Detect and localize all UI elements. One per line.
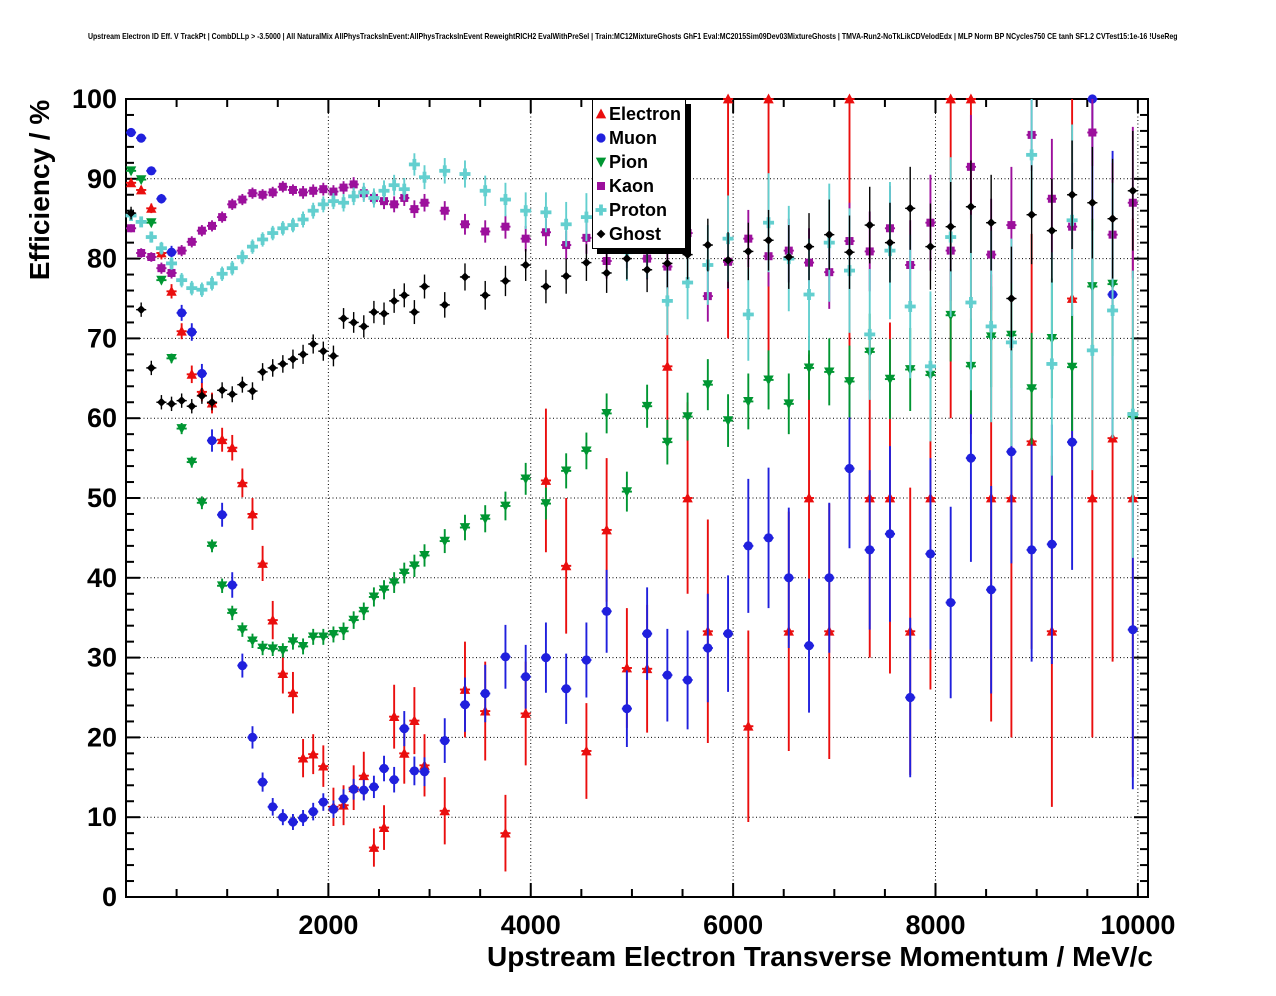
y-tick-label: 20 — [87, 722, 117, 752]
legend-label: Kaon — [609, 176, 654, 196]
y-tick-label: 50 — [87, 483, 117, 513]
legend: Electron Muon Pion Kaon Proton Ghost — [592, 99, 686, 249]
y-axis-title: Efficiency / % — [24, 99, 55, 281]
y-tick-label: 40 — [87, 563, 117, 593]
x-tick-label: 2000 — [298, 910, 358, 940]
x-tick-label: 8000 — [905, 910, 965, 940]
y-tick-label: 90 — [87, 164, 117, 194]
y-tick-label: 30 — [87, 643, 117, 673]
tick-labels: 0 10 20 30 40 50 60 70 80 90 100 2000 4000 6000 8000 10… — [72, 84, 1175, 940]
y-tick-label: 80 — [87, 244, 117, 274]
proton-marker-icon — [593, 203, 609, 217]
legend-item-pion: Pion — [593, 150, 685, 174]
gridlines — [126, 99, 1148, 897]
legend-label: Proton — [609, 200, 667, 220]
y-tick-label: 70 — [87, 323, 117, 353]
legend-label: Muon — [609, 128, 657, 148]
x-axis-title: Upstream Electron Transverse Momentum / … — [487, 941, 1153, 972]
electron-marker-icon — [593, 107, 609, 121]
x-tick-label: 4000 — [501, 910, 561, 940]
legend-item-muon: Muon — [593, 126, 685, 150]
kaon-marker-icon — [593, 179, 609, 193]
legend-label: Ghost — [609, 224, 661, 244]
legend-item-proton: Proton — [593, 198, 685, 222]
legend-label: Electron — [609, 104, 682, 124]
x-tick-label: 6000 — [703, 910, 763, 940]
pion-marker-icon — [593, 155, 609, 169]
legend-item-kaon: Kaon — [593, 174, 685, 198]
legend-item-electron: Electron — [593, 102, 685, 126]
y-tick-label: 60 — [87, 403, 117, 433]
y-tick-label: 100 — [72, 84, 117, 114]
legend-label: Pion — [609, 152, 648, 172]
plot-title: Upstream Electron ID Eff. V TrackPt | Co… — [88, 31, 1178, 41]
ghost-marker-icon — [593, 227, 609, 241]
y-tick-label: 0 — [102, 882, 117, 912]
y-tick-label: 10 — [87, 802, 117, 832]
legend-item-ghost: Ghost — [593, 222, 685, 246]
series-ghost — [126, 130, 1138, 414]
x-tick-label: 10000 — [1100, 910, 1175, 940]
muon-marker-icon — [593, 131, 609, 145]
